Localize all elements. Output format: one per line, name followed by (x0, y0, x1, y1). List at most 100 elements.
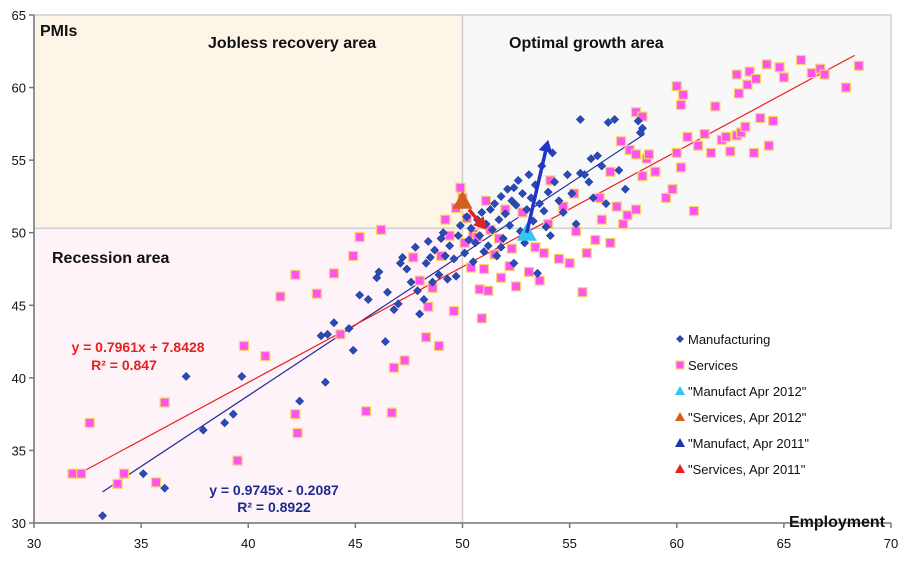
services-point (275, 291, 286, 302)
services-point (699, 128, 710, 140)
y-tick-label: 40 (12, 371, 26, 386)
services-point (414, 275, 425, 286)
manufacturing-point (522, 205, 532, 214)
services-point (605, 166, 616, 177)
manufacturing-point (479, 247, 489, 257)
services-point (476, 313, 487, 324)
x-tick-label: 50 (455, 536, 469, 551)
manufacturing-point (545, 231, 555, 241)
services-point (448, 305, 460, 317)
services-point (433, 340, 445, 352)
manufacturing-point (428, 277, 437, 287)
services-point (748, 147, 759, 158)
manufacturing-point (237, 371, 247, 381)
services-point (678, 89, 689, 100)
services-point (76, 468, 87, 479)
x-tick-label: 35 (134, 536, 148, 551)
manufacturing-point (295, 396, 305, 406)
manufacturing-point (500, 209, 510, 219)
legend-label: "Services, Apr 2012" (688, 410, 807, 425)
legend-triangle-icon (675, 386, 685, 395)
services-point (744, 66, 755, 77)
legend-triangle-icon (675, 438, 685, 447)
services-point (682, 131, 693, 143)
manufacturing-point (539, 206, 549, 216)
services-point (159, 397, 170, 408)
services-point (605, 237, 616, 248)
trendline-manufacturing (102, 133, 645, 493)
manufacturing-point (513, 176, 523, 185)
manufacturing-point (402, 264, 412, 274)
manufacturing-point (434, 270, 444, 280)
legend-triangle-icon (675, 412, 685, 421)
services-point (725, 146, 736, 157)
jobless-recovery-label: Jobless recovery area (208, 35, 376, 52)
services-point (622, 210, 633, 221)
legend-item-0: Manufacturing (676, 332, 770, 347)
manufacturing-point (220, 418, 230, 428)
manufacturing-point (398, 252, 407, 262)
manufacturing-point (524, 170, 534, 180)
services-point (761, 59, 772, 70)
services-point (495, 272, 507, 283)
services-point (290, 269, 301, 280)
legend-item-1: Services (675, 358, 738, 373)
services-point (67, 468, 78, 479)
services-point (388, 362, 400, 373)
manufacturing-point (181, 371, 191, 381)
x-tick-label: 70 (884, 536, 898, 551)
manufacturing-point (389, 305, 399, 315)
x-tick-label: 40 (241, 536, 255, 551)
y-tick-label: 50 (12, 226, 26, 241)
manufacturing-point (468, 257, 478, 267)
manufacturing-point (98, 511, 107, 521)
x-tick-label: 55 (562, 536, 576, 551)
services-point (590, 234, 601, 246)
highlight-marker-1 (452, 190, 473, 209)
manufacturing-point (586, 154, 596, 164)
manufacturing-point (323, 329, 332, 339)
manufacturing-point (160, 483, 170, 493)
manufacturing-point (518, 189, 527, 198)
manufacturing-point (380, 337, 390, 346)
services-point (778, 72, 789, 83)
legend-label: Manufacturing (688, 332, 770, 347)
manufacturing-point (509, 183, 519, 193)
services-point (740, 121, 751, 132)
services-point (564, 258, 575, 269)
services-point (238, 340, 250, 352)
manufacturing-point (344, 324, 354, 333)
y-tick-label: 30 (12, 516, 26, 531)
services-point (510, 281, 522, 292)
services-point (693, 140, 704, 151)
services-point (618, 218, 629, 230)
manufacturing-point (490, 199, 500, 209)
legend-item-2: "Manufact Apr 2012" (675, 384, 807, 399)
manufacturing-point (593, 151, 602, 161)
x-axis-title: Employment (789, 514, 886, 531)
manufacturing-point (509, 258, 519, 268)
manufacturing-point (348, 345, 358, 355)
manufacturing-point (445, 241, 455, 251)
services-point (675, 99, 687, 111)
services-point (553, 253, 565, 264)
manufacturing-point (496, 242, 506, 252)
manufacturing-point (451, 271, 461, 281)
manufacturing-point (464, 235, 474, 245)
manufacturing-point (543, 187, 553, 197)
y-tick-label: 55 (12, 153, 26, 168)
highlight-markers (452, 139, 553, 241)
services-point (637, 171, 648, 182)
manufacturing-point (455, 221, 465, 230)
manufacturing-point (550, 177, 560, 187)
legend-label: "Services, Apr 2011" (688, 462, 806, 477)
services-point (534, 275, 545, 286)
services-point (260, 350, 271, 362)
manufacturing-point (415, 309, 425, 319)
y-tick-label: 45 (12, 298, 26, 313)
services-point (523, 266, 535, 278)
services-point (530, 242, 541, 253)
manufacturing-point (421, 258, 431, 268)
region-recession-area (33, 227, 464, 524)
services-point (768, 115, 779, 127)
